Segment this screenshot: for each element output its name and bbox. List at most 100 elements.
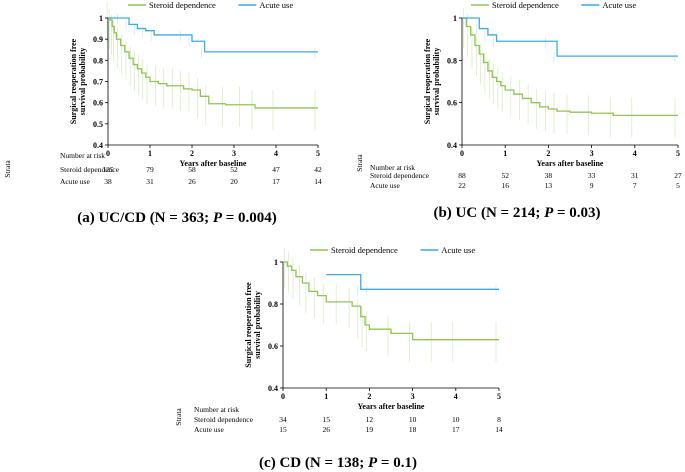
risk-value: 79 bbox=[146, 165, 154, 174]
risk-value: 22 bbox=[458, 181, 466, 190]
risk-value: 20 bbox=[230, 177, 238, 186]
x-tick-label: 2 bbox=[367, 392, 371, 401]
legend-entry: Acute use bbox=[441, 245, 475, 255]
chart-panel-3: 0.4 0.6 0.8 10 1 2 3 4 5 Years after baseline Surg… bbox=[174, 245, 503, 471]
risk-value: 34 bbox=[279, 415, 287, 424]
x-tick-label: 1 bbox=[148, 149, 152, 158]
risk-value: 31 bbox=[146, 177, 154, 186]
risk-table-header: Number at risk bbox=[194, 405, 239, 414]
y-tick-label: 1 bbox=[453, 14, 457, 23]
risk-value: 52 bbox=[230, 165, 238, 174]
y-tick-label: 0.6 bbox=[447, 99, 457, 108]
chart-panel-2: 0.4 0.6 0.8 1 0 1 2 3 4 5 Years after baseline Surg… bbox=[355, 0, 682, 221]
panel-caption: (c) CD (N = 138; P = 0.1) bbox=[259, 455, 417, 471]
y-tick-label: 0.6 bbox=[268, 342, 278, 351]
chart-panel-1: 0.4 0.5 0.6 0.7 0.8 0.9 1 0 1 2 3 4 5 Years after bas… bbox=[3, 0, 322, 226]
risk-row-label: Acute use bbox=[370, 181, 400, 190]
x-tick-label: 3 bbox=[590, 149, 594, 158]
risk-table-header: Number at risk bbox=[60, 151, 105, 160]
risk-value: 58 bbox=[188, 165, 196, 174]
risk-value: 26 bbox=[188, 177, 196, 186]
risk-value: 125 bbox=[102, 165, 114, 174]
y-tick-label: 0.5 bbox=[93, 120, 103, 129]
y-tick-label: 0.4 bbox=[447, 141, 457, 150]
x-axis-label: Years after baseline bbox=[358, 402, 425, 411]
risk-value: 12 bbox=[366, 415, 374, 424]
x-tick-label: 4 bbox=[274, 149, 278, 158]
risk-value: 19 bbox=[366, 425, 374, 434]
y-axis-label-line: Surgical reoperation free bbox=[244, 282, 253, 368]
risk-value: 33 bbox=[588, 171, 596, 180]
risk-value: 38 bbox=[545, 171, 553, 180]
y-axis-label-line: Surgical reoperation free bbox=[69, 38, 78, 124]
series-line-steroid-dependence bbox=[108, 17, 318, 109]
x-tick-label: 0 bbox=[460, 149, 464, 158]
risk-value: 27 bbox=[674, 171, 682, 180]
y-axis-label-line: survival probability bbox=[253, 291, 262, 359]
x-tick-label: 2 bbox=[546, 149, 550, 158]
y-tick-label: 0.4 bbox=[93, 141, 103, 150]
risk-value: 7 bbox=[633, 181, 637, 190]
risk-value: 15 bbox=[322, 415, 330, 424]
risk-value: 18 bbox=[409, 425, 417, 434]
y-axis-label-line: survival probability bbox=[432, 48, 441, 116]
x-tick-label: 3 bbox=[232, 149, 236, 158]
risk-value: 9 bbox=[590, 181, 594, 190]
y-tick-label: 0.8 bbox=[268, 300, 278, 309]
panel-caption: (a) UC/CD (N = 363; P = 0.004) bbox=[77, 210, 277, 226]
risk-value: 13 bbox=[545, 181, 553, 190]
x-tick-label: 5 bbox=[497, 392, 501, 401]
y-tick-label: 0.8 bbox=[93, 56, 103, 65]
series-line-acute-use bbox=[108, 17, 318, 53]
y-tick-label: 0.6 bbox=[93, 99, 103, 108]
x-tick-label: 2 bbox=[190, 149, 194, 158]
series-line-acute-use bbox=[326, 273, 499, 290]
risk-value: 42 bbox=[314, 165, 322, 174]
x-tick-label: 0 bbox=[106, 149, 110, 158]
panel-caption: (b) UC (N = 214; P = 0.03) bbox=[433, 205, 600, 221]
legend-entry: Steroid dependence bbox=[149, 0, 216, 10]
risk-value: 17 bbox=[452, 425, 460, 434]
strata-label: Strata bbox=[174, 408, 183, 426]
risk-value: 17 bbox=[272, 177, 280, 186]
x-tick-label: 0 bbox=[281, 392, 285, 401]
legend-entry: Steroid dependence bbox=[331, 245, 398, 255]
risk-table-header: Number at risk bbox=[370, 163, 415, 172]
risk-value: 5 bbox=[676, 181, 680, 190]
legend: Steroid dependence Acute use bbox=[471, 0, 636, 10]
legend: Steroid dependence Acute use bbox=[128, 0, 293, 10]
legend-entry: Steroid dependence bbox=[492, 0, 559, 10]
risk-value: 10 bbox=[409, 415, 417, 424]
series-line-steroid-dependence bbox=[283, 261, 499, 341]
risk-value: 15 bbox=[279, 425, 287, 434]
x-axis-label: Years after baseline bbox=[180, 159, 247, 168]
risk-value: 26 bbox=[322, 425, 330, 434]
y-tick-label: 0.9 bbox=[93, 35, 103, 44]
x-tick-label: 4 bbox=[454, 392, 458, 401]
risk-value: 14 bbox=[314, 177, 322, 186]
risk-row-label: Acute use bbox=[60, 177, 90, 186]
y-axis-label-line: Surgical reoperation free bbox=[423, 38, 432, 124]
legend-entry: Acute use bbox=[602, 0, 636, 10]
risk-value: 16 bbox=[501, 181, 509, 190]
legend-entry: Acute use bbox=[259, 0, 293, 10]
risk-value: 10 bbox=[452, 415, 460, 424]
risk-value: 47 bbox=[272, 165, 280, 174]
risk-row-label: Steroid dependence bbox=[60, 165, 120, 174]
strata-label: Strata bbox=[355, 154, 364, 172]
x-axis-label: Years after baseline bbox=[537, 159, 604, 168]
series-line-steroid-dependence bbox=[462, 17, 678, 117]
risk-row-label: Acute use bbox=[194, 425, 224, 434]
risk-row-label: Steroid dependence bbox=[370, 171, 430, 180]
series-line-acute-use bbox=[462, 17, 678, 57]
risk-value: 52 bbox=[501, 171, 509, 180]
risk-value: 14 bbox=[495, 425, 503, 434]
risk-row-label: Steroid dependence bbox=[194, 415, 254, 424]
y-tick-label: 0.4 bbox=[268, 384, 278, 393]
x-tick-label: 4 bbox=[633, 149, 637, 158]
y-tick-label: 0.8 bbox=[447, 56, 457, 65]
y-axis-label-line: survival probability bbox=[78, 48, 87, 116]
x-tick-label: 5 bbox=[316, 149, 320, 158]
x-tick-label: 1 bbox=[503, 149, 507, 158]
